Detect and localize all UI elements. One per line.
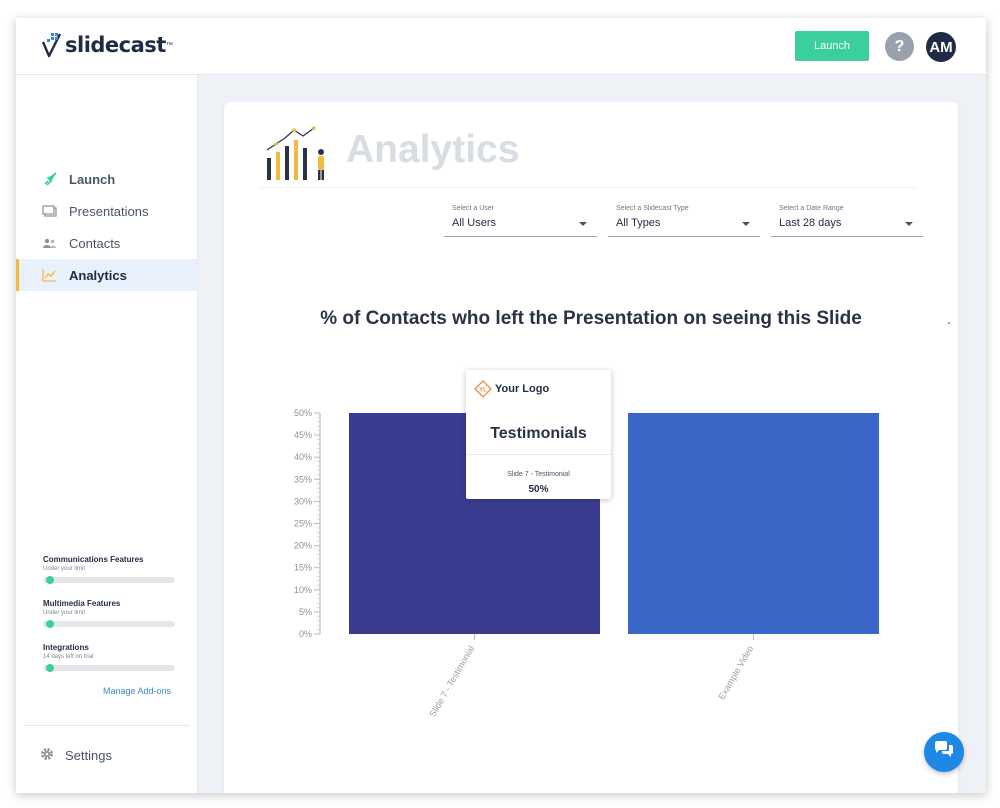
sidebar-item-presentations[interactable]: Presentations: [16, 195, 198, 227]
y-tick-label: 0%: [299, 629, 312, 639]
type-filter-select[interactable]: Select a Slidecast Type All Types: [608, 205, 760, 237]
feature-title: Communications Features: [43, 555, 144, 564]
settings-label: Settings: [65, 748, 112, 763]
app-window: slidecast ™ Launch ? AM Launch Presentat…: [16, 18, 986, 793]
y-tick-label: 35%: [294, 474, 312, 484]
chat-button[interactable]: [924, 732, 964, 772]
feature-progress-bar: [43, 664, 175, 672]
title-divider: [260, 187, 916, 188]
chart-menu-dot: [948, 322, 950, 324]
feature-communications: Communications Features Under your limit: [43, 555, 176, 584]
chart-tooltip: YL Your Logo Testimonials Slide 7 - Test…: [466, 370, 611, 499]
user-filter-select[interactable]: Select a User All Users: [444, 205, 597, 237]
analytics-hero-icon: [266, 126, 324, 180]
y-tick-label: 40%: [294, 452, 312, 462]
sidebar-item-analytics[interactable]: Analytics: [16, 259, 198, 291]
bar-chart: 0% 5% 10% 15% 20% 25% 30% 35% 40% 45% 50% Slide 7 -…: [294, 408, 879, 719]
your-logo-icon: YL: [474, 380, 492, 398]
help-button[interactable]: ?: [885, 32, 914, 61]
user-avatar[interactable]: AM: [926, 32, 956, 62]
brand-tm: ™: [165, 41, 173, 49]
tooltip-value: 50%: [528, 484, 549, 495]
y-tick-label: 15%: [294, 563, 312, 573]
x-tick-label: Example Video: [716, 644, 755, 701]
chevron-down-icon: [742, 222, 750, 226]
rocket-icon: [42, 171, 57, 187]
y-tick-label: 45%: [294, 430, 312, 440]
y-tick-label: 5%: [299, 607, 312, 617]
filter-label: Select a Date Range: [779, 205, 844, 212]
slidecast-logo[interactable]: slidecast ™: [41, 30, 173, 60]
feature-integrations: Integrations 14 days left on trial: [43, 643, 176, 672]
chart-bar: [628, 413, 879, 634]
sidebar-divider: [24, 725, 190, 726]
feature-progress-fill: [45, 620, 54, 628]
contacts-icon: [42, 236, 57, 251]
feature-title: Multimedia Features: [43, 599, 121, 608]
slidecast-logo-icon: [41, 33, 62, 58]
sidebar: Launch Presentations Contacts Analytics …: [16, 75, 198, 793]
y-tick-label: 20%: [294, 541, 312, 551]
tooltip-title: Testimonials: [490, 425, 587, 442]
gear-icon: [40, 747, 54, 764]
feature-multimedia: Multimedia Features Under your limit: [43, 599, 176, 628]
slides-icon: [42, 204, 57, 219]
settings-link[interactable]: Settings: [40, 747, 112, 764]
page-title: Analytics: [346, 128, 520, 171]
feature-status: Under your limit: [43, 566, 86, 572]
analytics-card: Analytics Select a User All Users Select…: [224, 102, 958, 793]
chevron-down-icon: [579, 222, 587, 226]
feature-progress-fill: [45, 664, 54, 672]
sidebar-item-label: Contacts: [69, 235, 121, 251]
filter-value: All Types: [616, 217, 661, 229]
sidebar-item-contacts[interactable]: Contacts: [16, 227, 198, 259]
filter-value: Last 28 days: [779, 217, 842, 229]
your-logo-text: Your Logo: [495, 383, 550, 395]
y-tick-label: 30%: [294, 496, 312, 506]
analytics-icon: [42, 268, 57, 283]
manage-addons-link[interactable]: Manage Add-ons: [103, 686, 172, 696]
filter-value: All Users: [452, 217, 497, 229]
feature-progress-fill: [45, 576, 54, 584]
sidebar-item-label: Presentations: [69, 203, 149, 219]
y-tick-label: 50%: [294, 408, 312, 418]
sidebar-item-label: Analytics: [69, 267, 127, 283]
top-header: slidecast ™ Launch ? AM: [16, 18, 986, 75]
x-tick-label: Slide 7 - Testimonial: [427, 644, 476, 719]
filter-label: Select a User: [452, 205, 495, 212]
filter-label: Select a Slidecast Type: [616, 205, 689, 212]
sidebar-item-launch[interactable]: Launch: [16, 163, 198, 195]
feature-status: 14 days left on trial: [43, 654, 94, 660]
logo-mark-text: YL: [479, 388, 487, 394]
feature-status: Under your limit: [43, 610, 86, 616]
chart-title: % of Contacts who left the Presentation …: [320, 308, 862, 329]
launch-button[interactable]: Launch: [795, 31, 869, 61]
feature-progress-bar: [43, 576, 175, 584]
feature-progress-bar: [43, 620, 175, 628]
your-logo: YL Your Logo: [474, 380, 549, 398]
tooltip-slide: Slide 7 - Testimonial: [507, 471, 570, 478]
sidebar-item-label: Launch: [69, 171, 116, 187]
feature-title: Integrations: [43, 643, 89, 652]
tooltip-divider: [466, 454, 611, 455]
y-tick-label: 25%: [294, 519, 312, 529]
date-range-filter-select[interactable]: Select a Date Range Last 28 days: [771, 205, 923, 237]
brand-name: slidecast: [65, 33, 166, 57]
chat-icon: [933, 740, 955, 765]
chevron-down-icon: [905, 222, 913, 226]
y-tick-label: 10%: [294, 585, 312, 595]
